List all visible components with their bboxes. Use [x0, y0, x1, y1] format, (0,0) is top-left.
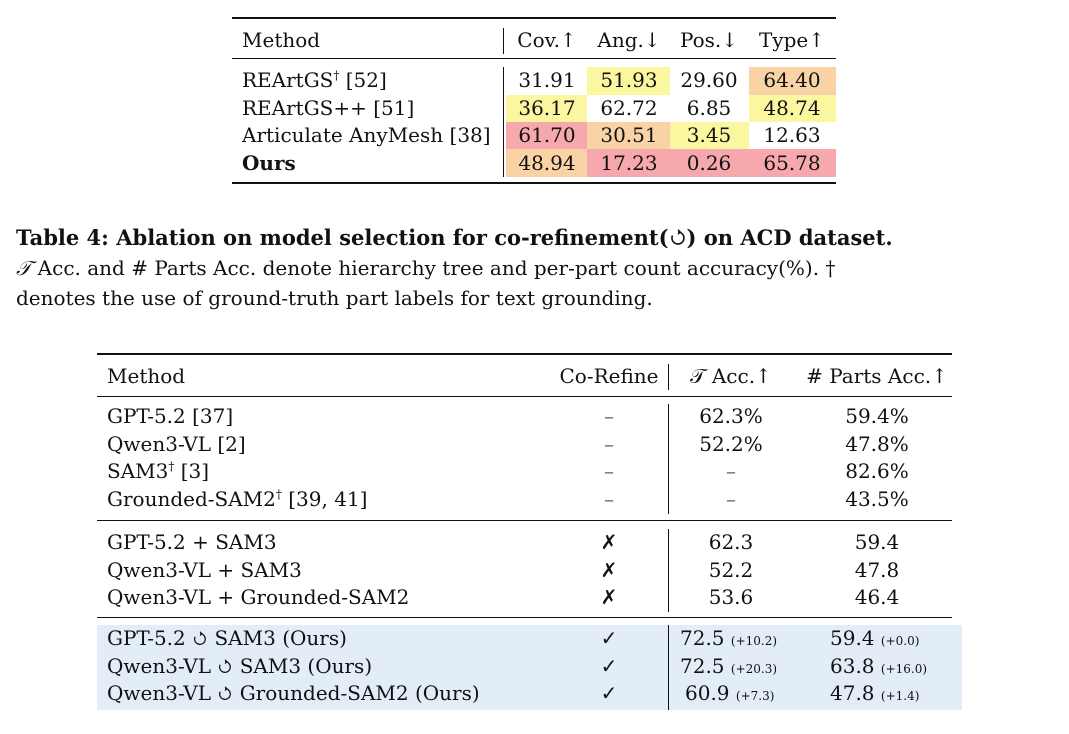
cell-corefine: – [604, 459, 614, 483]
cell-tree-acc: 53.6 [708, 585, 754, 609]
row-method: Articulate AnyMesh [38] [242, 123, 491, 147]
row-method: Grounded-SAM2† [39, 41] [107, 487, 368, 511]
cell-parts-acc: 82.6% [845, 459, 909, 483]
header-tree-acc: 𝒯 Acc.↑ [690, 364, 772, 388]
row-method: GPT-5.2 [37] [107, 404, 234, 428]
cell-parts-acc: 59.4 (+0.0) [830, 626, 920, 650]
header-cov: Cov.↑ [517, 28, 577, 52]
cell-cov: 61.70 [518, 123, 576, 147]
row-method: Qwen3-VL Grounded-SAM2 (Ours) [107, 681, 480, 705]
header-parts-acc: # Parts Acc.↑ [806, 364, 948, 388]
cell-tree-acc: 60.9 (+7.3) [685, 681, 775, 705]
cell-corefine: ✗ [600, 585, 618, 609]
cell-corefine: – [604, 432, 614, 456]
header-type: Type↑ [758, 28, 826, 52]
cell-pos: 29.60 [680, 68, 738, 92]
cell-ang: 30.51 [600, 123, 658, 147]
cell-pos: 6.85 [686, 96, 732, 120]
cell-parts-acc: 47.8% [845, 432, 909, 456]
refresh-icon [219, 686, 232, 700]
refresh-icon [219, 659, 232, 673]
row-method: Qwen3-VL + SAM3 [107, 558, 302, 582]
cell-ang: 17.23 [600, 151, 658, 175]
cell-corefine: ✓ [600, 626, 618, 650]
caption-tree-symbol: 𝒯 [16, 256, 32, 280]
cell-pos: 3.45 [686, 123, 732, 147]
cell-tree-acc: 52.2% [699, 432, 763, 456]
row-method: Qwen3-VL SAM3 (Ours) [107, 654, 373, 678]
cell-tree-acc: – [726, 487, 736, 511]
row-method: GPT-5.2 + SAM3 [107, 530, 277, 554]
row-method: GPT-5.2 SAM3 (Ours) [107, 626, 347, 650]
row-method: REArtGS† [52] [242, 68, 387, 92]
refresh-icon [194, 631, 206, 645]
cell-ang: 51.93 [600, 68, 658, 92]
cell-corefine: ✓ [600, 681, 618, 705]
row-method: REArtGS++ [51] [242, 96, 415, 120]
refresh-icon [670, 229, 685, 245]
caption-line2: denotes the use of ground-truth part lab… [16, 286, 653, 310]
cell-corefine: ✗ [600, 558, 618, 582]
cell-pos: 0.26 [686, 151, 732, 175]
cell-tree-acc: 72.5 (+20.3) [680, 654, 778, 678]
ours-highlight [97, 625, 962, 710]
caption-title-end: ) on ACD dataset. [686, 225, 893, 250]
cell-type: 65.78 [763, 151, 821, 175]
cell-tree-acc: 62.3% [699, 404, 763, 428]
row-method: SAM3† [3] [107, 459, 210, 483]
header-method: Method [107, 364, 186, 388]
table-caption: Table 4: Ablation on model selection for… [16, 223, 1056, 313]
cell-parts-acc: 59.4 [854, 530, 900, 554]
cell-tree-acc: 72.5 (+10.2) [680, 626, 778, 650]
cell-type: 64.40 [763, 68, 821, 92]
cell-parts-acc: 59.4% [845, 404, 909, 428]
header-method: Method [242, 28, 321, 52]
row-method: Ours [242, 151, 296, 175]
cell-parts-acc: 46.4 [854, 585, 900, 609]
cell-ang: 62.72 [600, 96, 658, 120]
cell-cov: 48.94 [518, 151, 576, 175]
row-method: Qwen3-VL + Grounded-SAM2 [107, 585, 410, 609]
header-ang: Ang.↓ [597, 28, 661, 52]
caption-line1: Acc. and # Parts Acc. denote hierarchy t… [31, 256, 836, 280]
cell-tree-acc: 62.3 [708, 530, 754, 554]
cell-type: 12.63 [763, 123, 821, 147]
cell-corefine: ✗ [600, 530, 618, 554]
cell-parts-acc: 43.5% [845, 487, 909, 511]
cell-parts-acc: 47.8 [854, 558, 900, 582]
cell-cov: 36.17 [518, 96, 576, 120]
cell-type: 48.74 [763, 96, 821, 120]
cell-parts-acc: 63.8 (+16.0) [830, 654, 928, 678]
cell-tree-acc: – [726, 459, 736, 483]
cell-corefine: ✓ [600, 654, 618, 678]
cell-parts-acc: 47.8 (+1.4) [830, 681, 920, 705]
row-method: Qwen3-VL [2] [107, 432, 246, 456]
header-corefine: Co-Refine [559, 364, 659, 388]
cell-cov: 31.91 [518, 68, 576, 92]
cell-corefine: – [604, 487, 614, 511]
caption-title: Table 4: Ablation on model selection for… [16, 225, 669, 250]
header-pos: Pos.↓ [679, 28, 739, 52]
cell-tree-acc: 52.2 [708, 558, 754, 582]
cell-corefine: – [604, 404, 614, 428]
